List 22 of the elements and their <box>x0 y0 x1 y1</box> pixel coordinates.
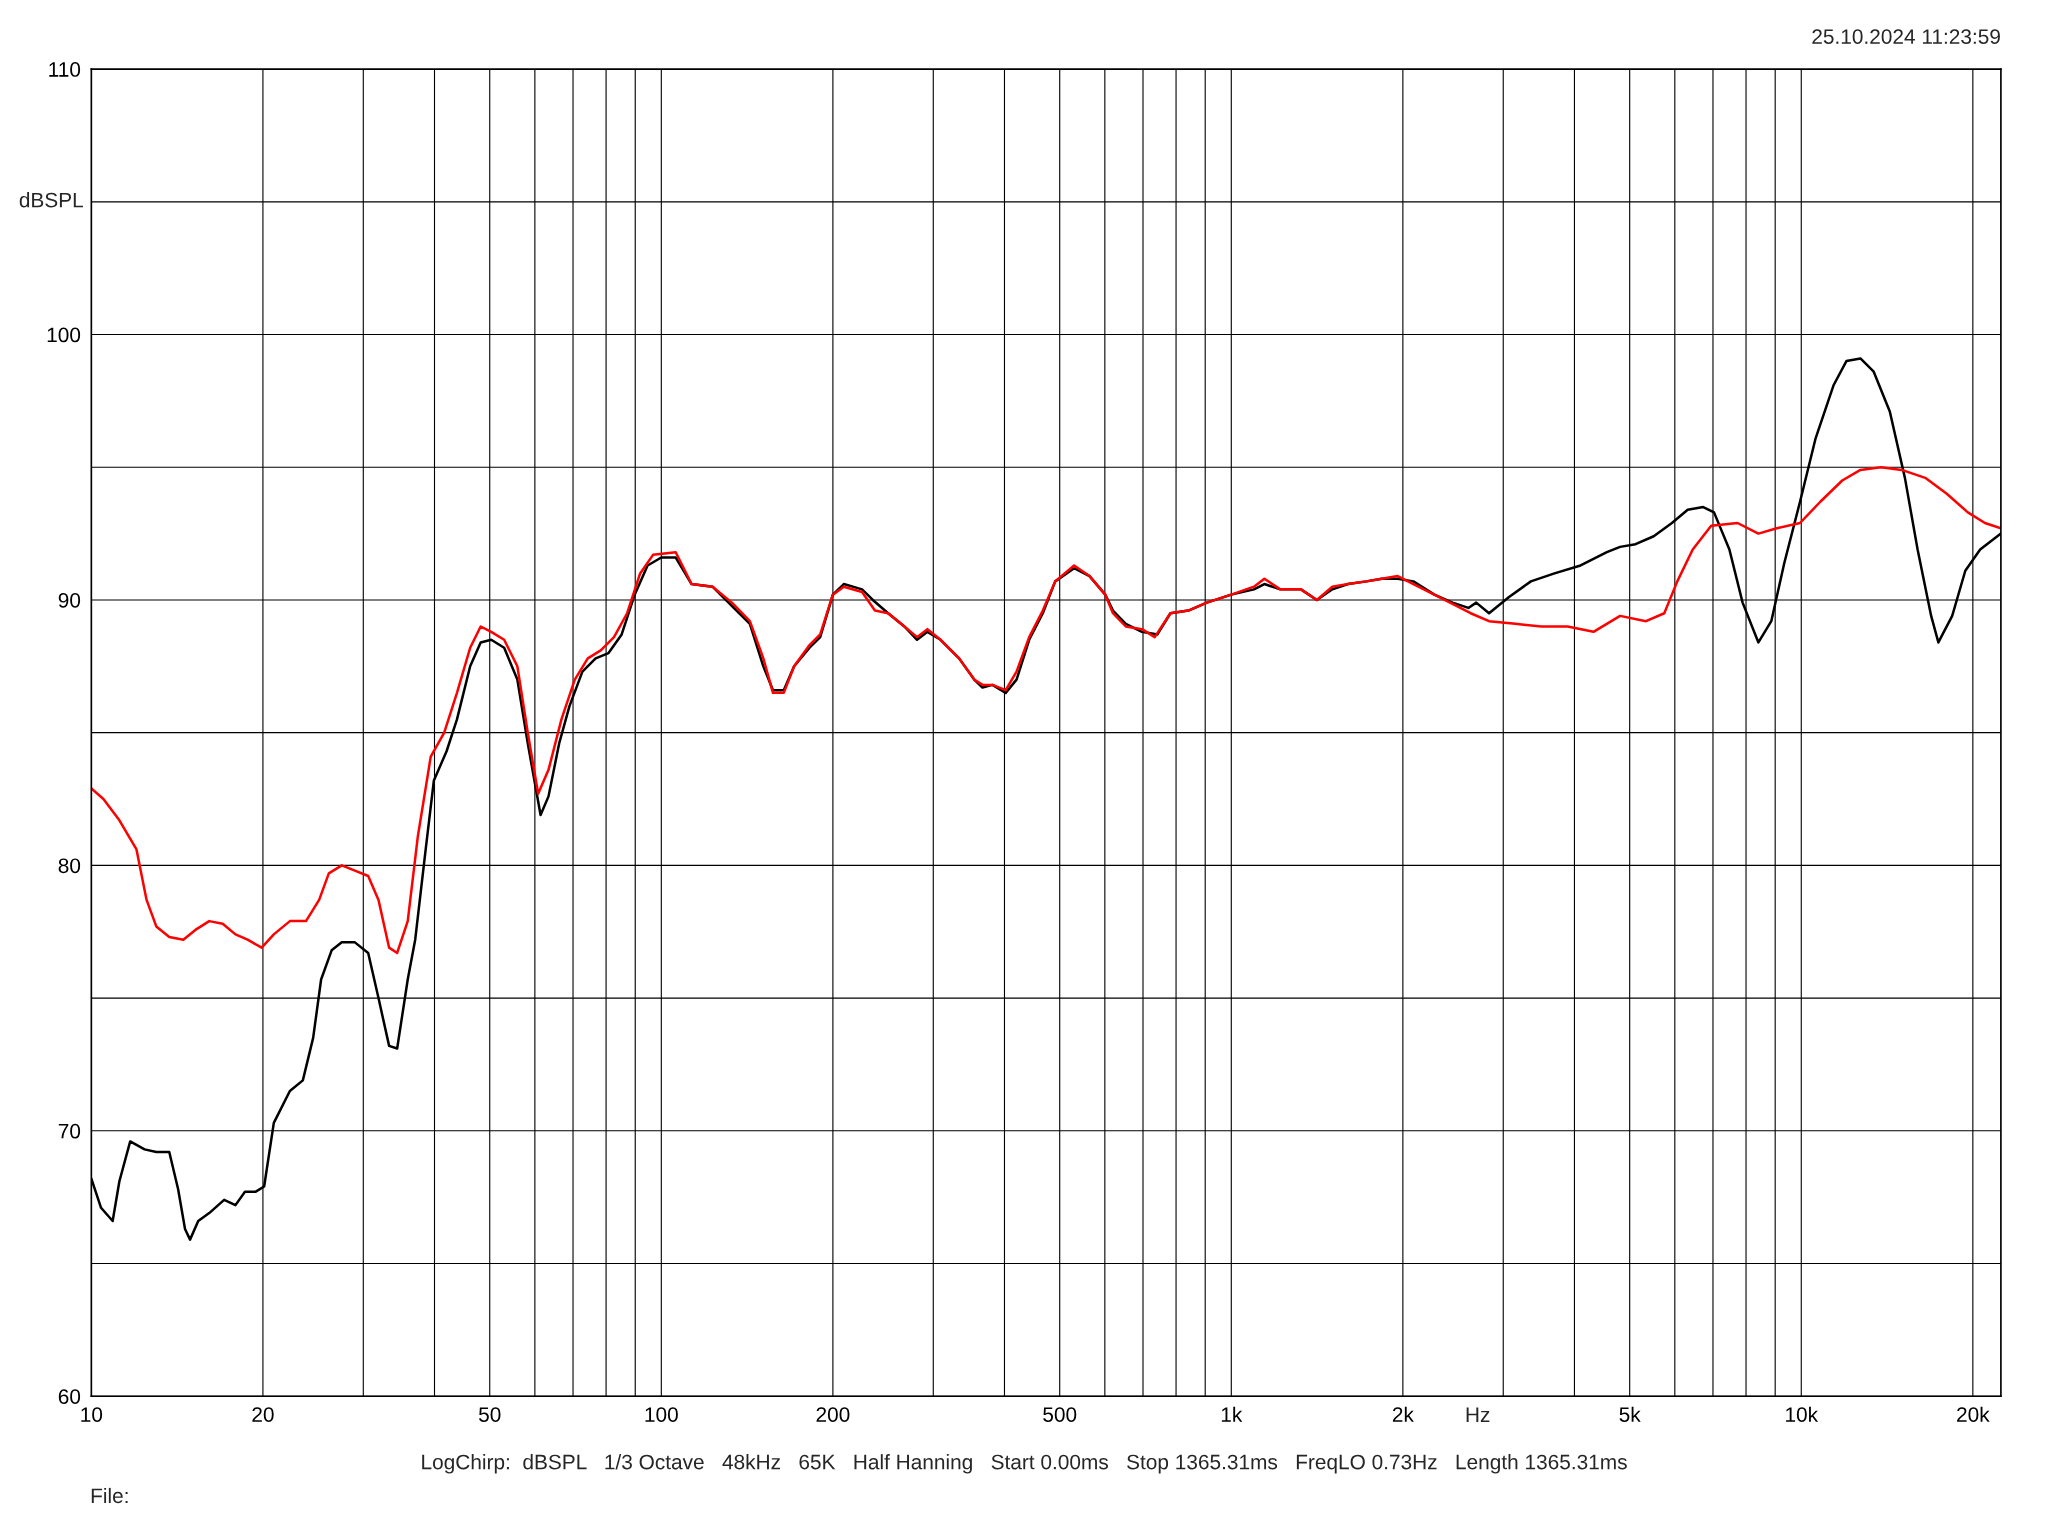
text: 25.10.2024 11:23:59 <box>1812 29 2000 44</box>
text: File: <box>91 1487 128 1504</box>
x-tick-label: 500 <box>1043 1407 1077 1422</box>
x-axis-title: Hz <box>1466 1407 1490 1422</box>
y-tick-label: 90 <box>58 592 81 608</box>
x-tick-label: 10 <box>81 1407 103 1422</box>
y-axis-title: dBSPL <box>19 192 84 208</box>
x-tick-label: 10k <box>1786 1406 1819 1422</box>
y-tick-label: 60 <box>58 1389 81 1404</box>
x-tick-label: 20 <box>252 1407 274 1422</box>
x-tick-label: 5k <box>1619 1406 1641 1422</box>
y-tick-label: 110 <box>49 62 81 77</box>
x-tick-label: 1k <box>1221 1406 1243 1422</box>
x-tick-label: 20k <box>1957 1406 1990 1422</box>
y-tick-label: 80 <box>58 858 81 874</box>
x-tick-label: 200 <box>816 1407 850 1422</box>
x-tick-label: 100 <box>645 1407 678 1422</box>
x-tick-label: 2k <box>1392 1406 1414 1422</box>
text: LogChirp: dBSPL 1/3 Octave 48kHz 65K Half Hanning Start 0.00ms Stop 1365.31ms FreqLO 0.73Hz Length 1365.31ms <box>422 1454 1627 1474</box>
y-tick-label: 100 <box>47 327 81 343</box>
y-tick-label: 70 <box>58 1123 81 1139</box>
x-tick-label: 50 <box>478 1407 501 1422</box>
